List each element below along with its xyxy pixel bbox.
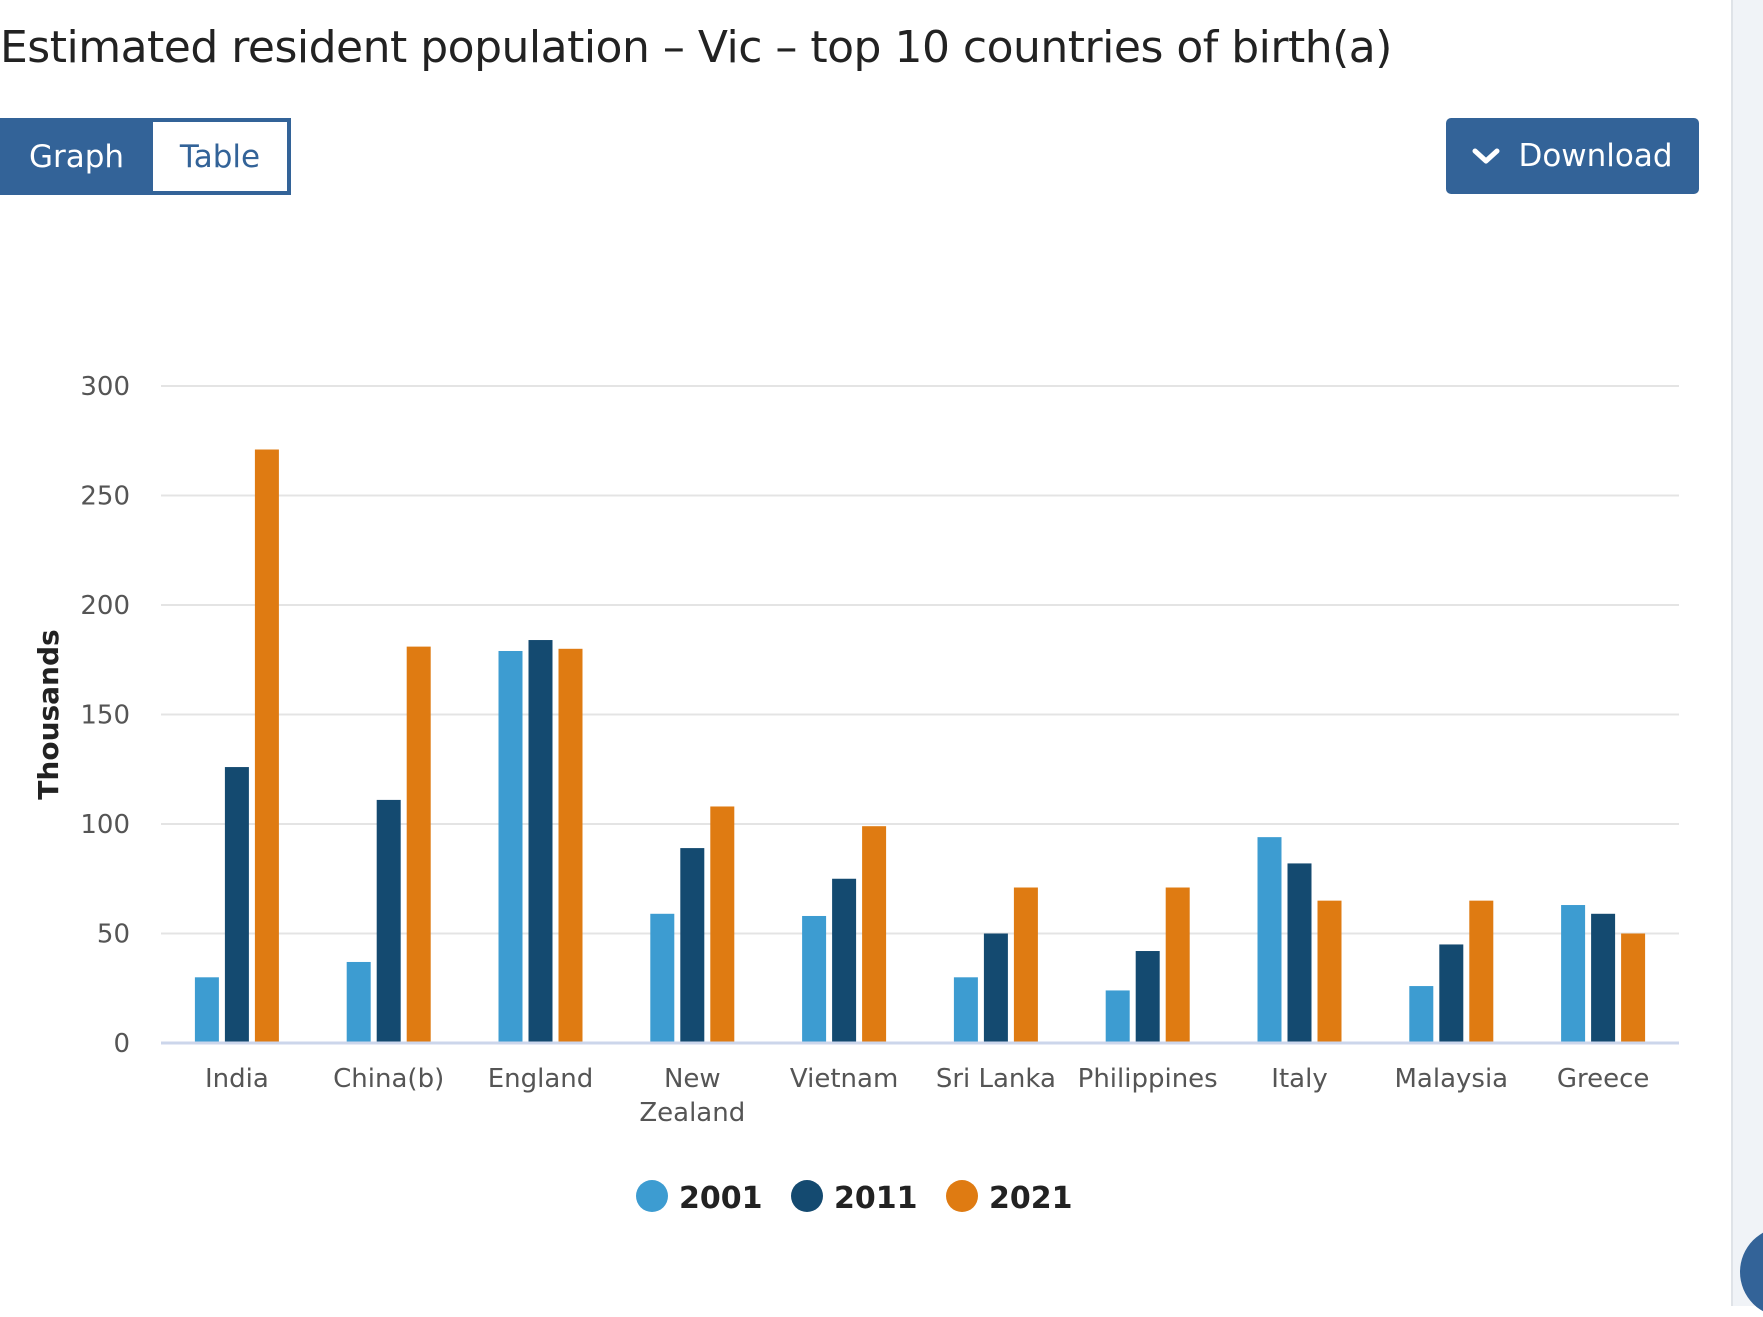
x-tick-label: China(b) <box>333 1064 444 1094</box>
x-tick-label: Greece <box>1557 1064 1650 1094</box>
x-tick-label: Philippines <box>1078 1064 1218 1094</box>
bar-2021 <box>1469 900 1494 1043</box>
bar-2021 <box>1013 887 1038 1043</box>
x-tick-label: Zealand <box>639 1098 745 1128</box>
bar-2011 <box>832 878 857 1043</box>
legend-label-2021: 2021 <box>989 1181 1073 1216</box>
bar-2001 <box>1105 990 1130 1043</box>
bar-2001 <box>802 915 827 1043</box>
bar-2011 <box>680 848 705 1043</box>
legend-label-2011: 2011 <box>834 1181 918 1216</box>
bar-2001 <box>498 650 523 1043</box>
y-tick-label: 150 <box>80 701 130 731</box>
x-tick-label: Italy <box>1271 1064 1327 1094</box>
graph-tab[interactable]: Graph <box>28 138 125 175</box>
view-toggle: Graph Table <box>0 118 291 195</box>
x-tick-label: Sri Lanka <box>936 1064 1056 1094</box>
bar-2011 <box>1287 863 1312 1043</box>
y-axis-title: Thousands <box>32 629 65 799</box>
bar-2021 <box>1621 933 1646 1043</box>
legend-marker-2001 <box>636 1180 668 1212</box>
floating-action-button[interactable] <box>1740 1227 1763 1317</box>
x-tick-label: Malaysia <box>1394 1064 1508 1094</box>
legend-marker-2011 <box>791 1180 823 1212</box>
x-tick-label: New <box>664 1064 721 1094</box>
bar-2021 <box>558 648 583 1043</box>
bar-2001 <box>346 961 371 1043</box>
right-sidebar <box>1731 0 1763 1306</box>
bar-2011 <box>1591 913 1616 1043</box>
y-tick-label: 0 <box>113 1029 130 1059</box>
x-tick-label: Vietnam <box>790 1064 898 1094</box>
y-tick-label: 250 <box>80 482 130 512</box>
bar-2001 <box>1561 905 1586 1043</box>
download-button[interactable]: Download <box>1446 118 1699 194</box>
bar-2021 <box>862 826 887 1043</box>
page-title: Estimated resident population – Vic – to… <box>0 22 1392 73</box>
bar-2011 <box>376 799 401 1043</box>
bar-2021 <box>1317 900 1342 1043</box>
y-tick-label: 300 <box>80 372 130 402</box>
legend-marker-2021 <box>946 1180 978 1212</box>
download-label: Download <box>1518 138 1673 174</box>
bar-2001 <box>1409 986 1434 1043</box>
bar-2011 <box>1135 951 1160 1043</box>
y-tick-label: 200 <box>80 591 130 621</box>
bar-2011 <box>528 640 553 1043</box>
bar-2011 <box>983 933 1008 1043</box>
bar-2021 <box>406 646 431 1043</box>
table-tab[interactable]: Table <box>153 122 287 191</box>
bar-chart: 0 50 100 150 200 250 300 Thousands India China(b)… <box>32 372 1679 1216</box>
bar-2001 <box>194 977 219 1043</box>
bar-2011 <box>224 767 249 1043</box>
y-tick-label: 50 <box>97 920 130 950</box>
bar-2021 <box>710 806 735 1043</box>
chevron-down-icon <box>1472 148 1500 164</box>
legend-label-2001: 2001 <box>679 1181 763 1216</box>
bar-2021 <box>1165 887 1190 1043</box>
x-tick-label: England <box>488 1064 594 1094</box>
bar-2011 <box>1439 944 1464 1043</box>
bar-2001 <box>1257 837 1282 1043</box>
y-tick-label: 100 <box>80 810 130 840</box>
bar-2021 <box>254 449 279 1043</box>
bar-2001 <box>953 977 978 1043</box>
x-tick-label: India <box>205 1064 269 1094</box>
bar-2001 <box>650 913 675 1043</box>
